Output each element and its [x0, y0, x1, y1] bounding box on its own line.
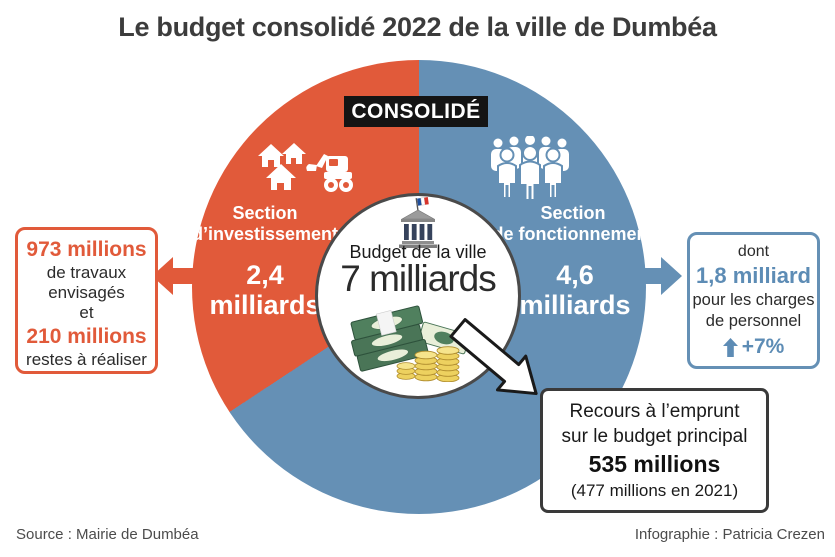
- amount-210-millions: 210 millions: [26, 325, 147, 348]
- up-arrow-icon: [722, 337, 738, 357]
- people-group-icon: [491, 136, 569, 201]
- page-title: Le budget consolidé 2022 de la ville de …: [118, 12, 717, 42]
- houses-excavator-icon: [258, 143, 353, 192]
- operating-section-label: Section de fonctionnement: [492, 203, 654, 244]
- arrow-right-icon: [636, 257, 682, 295]
- consolide-badge: CONSOLIDÉ: [344, 96, 488, 127]
- amount-973-millions: 973 millions: [26, 238, 147, 261]
- amount-535-millions: 535 millions: [588, 451, 721, 477]
- arrow-left-icon: [152, 257, 198, 295]
- investment-section-value: 2,4 milliards: [209, 260, 321, 320]
- amount-1-8-milliard: 1,8 milliard: [696, 263, 811, 288]
- money-stacks-icon: [350, 305, 470, 382]
- loan-callout-box: Recours à l’emprunt sur le budget princi…: [540, 388, 769, 513]
- investment-section-label: Section d’investissement: [191, 203, 339, 244]
- operating-section-value: 4,6 milliards: [519, 260, 631, 320]
- investment-callout-box: 973 millions de travaux envisagés et 210…: [15, 227, 158, 374]
- town-hall-icon: [399, 197, 437, 248]
- infographic-credit: Infographie : Patricia Crezen: [634, 526, 825, 543]
- personnel-callout-box: dont 1,8 milliard pour les charges de pe…: [687, 232, 820, 369]
- delta-plus-7-percent: +7%: [741, 335, 785, 358]
- center-budget-value: 7 milliards: [340, 258, 497, 299]
- arrow-down-right-icon: [449, 318, 538, 396]
- source-credit: Source : Mairie de Dumbéa: [16, 526, 199, 543]
- center-budget-label: Budget de la ville: [349, 242, 487, 262]
